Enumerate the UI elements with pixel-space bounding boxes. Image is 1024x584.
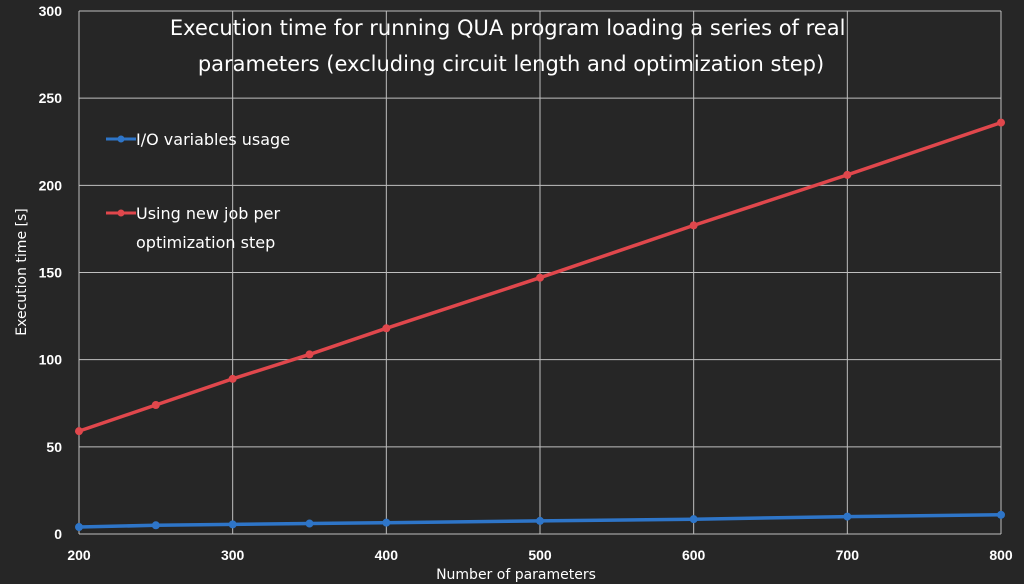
y-tick-label: 0	[54, 526, 62, 542]
y-tick-label: 150	[39, 265, 63, 281]
x-tick-label: 500	[528, 547, 552, 563]
data-point	[305, 350, 314, 359]
legend-entry-io-variables: I/O variables usage	[106, 130, 290, 149]
x-tick-label: 200	[67, 547, 91, 563]
x-tick-label: 600	[682, 547, 706, 563]
data-point	[536, 516, 544, 525]
y-tick-label: 200	[39, 177, 63, 193]
series-group	[75, 118, 1005, 532]
data-point	[228, 374, 237, 383]
legend-swatch-marker	[117, 135, 125, 143]
data-point	[228, 520, 237, 529]
x-tick-label: 800	[989, 547, 1013, 563]
data-point	[382, 324, 391, 333]
x-tick-label: 400	[375, 547, 399, 563]
legend-label: I/O variables usage	[136, 130, 290, 149]
y-tick-label: 50	[46, 439, 62, 455]
data-point	[305, 519, 314, 528]
legend-swatch-marker	[117, 209, 125, 217]
data-point	[151, 521, 160, 530]
legend-label-line-1: Using new job per	[136, 204, 281, 223]
data-point	[536, 273, 544, 282]
legend-entry-new-job: Using new job per optimization step	[106, 204, 285, 252]
y-tick-label: 100	[39, 352, 63, 368]
data-point	[843, 512, 852, 521]
chart-title-line-2: parameters (excluding circuit length and…	[198, 52, 824, 76]
data-point	[382, 518, 391, 527]
y-tick-label: 300	[39, 3, 63, 19]
data-point	[689, 515, 698, 524]
chart-title: Execution time for running QUA program l…	[170, 16, 852, 76]
legend-label: Using new job per optimization step	[136, 204, 285, 252]
data-point	[75, 523, 83, 532]
x-tick-label: 300	[221, 547, 245, 563]
data-point	[997, 510, 1005, 519]
data-point	[75, 427, 83, 436]
series-1	[75, 510, 1005, 532]
data-point	[843, 170, 852, 179]
grid-lines	[78, 10, 1002, 535]
legend-label-line-2: optimization step	[136, 233, 275, 252]
data-point	[997, 118, 1005, 127]
chart-title-line-1: Execution time for running QUA program l…	[170, 16, 846, 40]
x-axis-title: Number of parameters	[436, 567, 596, 583]
y-axis-title: Execution time [s]	[14, 208, 30, 335]
series-2	[75, 118, 1005, 436]
x-tick-label: 700	[836, 547, 860, 563]
data-point	[689, 221, 698, 230]
data-point	[151, 400, 160, 409]
legend: I/O variables usage Using new job per op…	[106, 130, 290, 252]
y-tick-label: 250	[39, 90, 63, 106]
x-tick-labels: 200 300 400 500 600 700 800	[67, 547, 1013, 563]
y-tick-labels: 0 50 100 150 200 250 300	[39, 3, 63, 542]
